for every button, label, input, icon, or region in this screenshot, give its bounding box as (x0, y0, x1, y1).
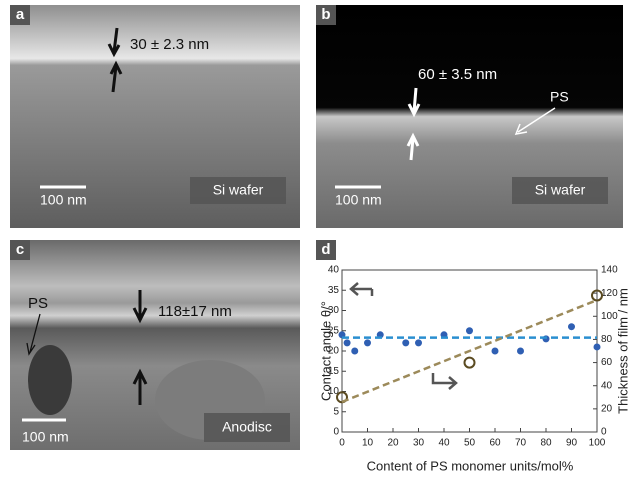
thickness-label: 118±17 nm (158, 303, 232, 320)
figure: a 30 ± 2.3 nm 100 nm Si wafer b 60 ± 3.5… (0, 0, 633, 478)
y2-tick-label: 80 (601, 334, 613, 345)
y-tick-label: 20 (328, 346, 340, 357)
y2-tick-label: 40 (601, 380, 613, 391)
y2-tick-label: 20 (601, 403, 613, 414)
panel-c: c PS 118±17 nm 100 nm Anodisc (10, 240, 300, 450)
data-point (351, 348, 358, 355)
x-tick-label: 30 (413, 438, 425, 449)
y2-tick-label: 120 (601, 288, 618, 299)
x-tick-label: 60 (489, 438, 501, 449)
y-tick-label: 30 (328, 305, 340, 316)
y-tick-label: 15 (328, 366, 340, 377)
y2-tick-label: 140 (601, 265, 618, 276)
data-point (517, 348, 524, 355)
y2-tick-label: 100 (601, 311, 618, 322)
y-tick-label: 40 (328, 265, 340, 276)
page: a 30 ± 2.3 nm 100 nm Si wafer b 60 ± 3.5… (0, 0, 633, 478)
x-tick-label: 0 (339, 438, 345, 449)
scale-label: 100 nm (40, 192, 87, 208)
substrate-label: Anodisc (222, 419, 272, 435)
y-tick-label: 5 (333, 406, 339, 417)
x-tick-label: 80 (540, 438, 552, 449)
data-point (364, 339, 371, 346)
scale-label: 100 nm (335, 192, 382, 208)
y-tick-label: 35 (328, 285, 340, 296)
y2-tick-label: 60 (601, 357, 613, 368)
panel-label: c (16, 241, 24, 258)
fit-line (342, 300, 597, 402)
data-point (568, 323, 575, 330)
x-tick-label: 90 (566, 438, 578, 449)
y-tick-label: 25 (328, 325, 340, 336)
panel-label: a (16, 6, 25, 23)
x-tick-label: 70 (515, 438, 527, 449)
axis-arrow (351, 283, 372, 296)
panel-b: b 60 ± 3.5 nm PS 100 nm Si wafer (316, 5, 623, 228)
x-tick-label: 10 (362, 438, 374, 449)
scale-label: 100 nm (22, 429, 69, 445)
y-tick-label: 0 (333, 427, 339, 438)
data-point (402, 339, 409, 346)
x-tick-label: 50 (464, 438, 476, 449)
panel-a: a 30 ± 2.3 nm 100 nm Si wafer (10, 5, 300, 228)
data-point (344, 339, 351, 346)
thickness-label: 30 ± 2.3 nm (130, 36, 209, 53)
pore (28, 345, 72, 415)
layer-label: PS (550, 89, 569, 105)
layer-label: PS (28, 295, 48, 312)
data-point (465, 358, 475, 368)
x-axis-title: Content of PS monomer units/mol% (367, 458, 574, 473)
y2-tick-label: 0 (601, 427, 607, 438)
x-tick-label: 20 (387, 438, 399, 449)
x-tick-label: 100 (589, 438, 606, 449)
thickness-label: 60 ± 3.5 nm (418, 66, 497, 83)
x-tick-label: 40 (438, 438, 450, 449)
data-point (594, 343, 601, 350)
panel-label: d (321, 241, 330, 258)
panel-d: d Content of PS monomer units/mol% Conta… (316, 240, 630, 473)
data-point (492, 348, 499, 355)
y2-axis-title: Thickness of film / nm (615, 288, 630, 414)
panel-label: b (321, 6, 330, 23)
axis-arrow (433, 373, 456, 389)
data-point (466, 327, 473, 334)
substrate-label: Si wafer (535, 182, 586, 198)
data-point (415, 339, 422, 346)
substrate-label: Si wafer (213, 182, 264, 198)
